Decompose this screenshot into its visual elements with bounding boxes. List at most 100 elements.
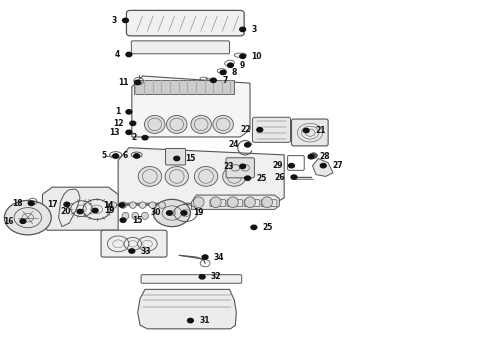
Circle shape [20, 219, 26, 224]
Ellipse shape [195, 167, 218, 186]
Text: 3: 3 [251, 25, 257, 34]
Ellipse shape [165, 167, 189, 186]
Circle shape [122, 18, 128, 23]
Text: 12: 12 [114, 119, 124, 128]
Circle shape [92, 208, 98, 213]
Circle shape [4, 201, 51, 235]
Circle shape [303, 129, 309, 133]
Polygon shape [192, 195, 279, 210]
Text: 16: 16 [3, 217, 14, 226]
Ellipse shape [262, 197, 272, 208]
Text: 27: 27 [332, 161, 343, 170]
Circle shape [64, 202, 70, 207]
Circle shape [240, 27, 245, 32]
Text: 33: 33 [141, 247, 151, 256]
Text: 22: 22 [241, 125, 251, 134]
Circle shape [174, 156, 180, 161]
Ellipse shape [210, 197, 221, 208]
Ellipse shape [227, 197, 238, 208]
Circle shape [320, 163, 326, 168]
Circle shape [134, 154, 140, 158]
Circle shape [199, 275, 205, 279]
Circle shape [210, 78, 216, 82]
Ellipse shape [139, 202, 146, 208]
Circle shape [202, 255, 208, 259]
Ellipse shape [159, 202, 166, 208]
Circle shape [126, 110, 132, 114]
Ellipse shape [122, 212, 129, 220]
FancyBboxPatch shape [134, 80, 234, 94]
Polygon shape [138, 289, 236, 329]
Circle shape [153, 199, 191, 226]
Polygon shape [313, 158, 333, 176]
Polygon shape [43, 187, 118, 230]
Text: 8: 8 [232, 68, 237, 77]
Text: 7: 7 [222, 76, 227, 85]
Circle shape [77, 210, 83, 214]
FancyBboxPatch shape [252, 117, 291, 142]
Circle shape [126, 130, 132, 134]
Text: 5: 5 [102, 152, 107, 161]
Ellipse shape [194, 197, 204, 208]
Text: 29: 29 [272, 161, 283, 170]
Circle shape [245, 143, 250, 147]
Circle shape [289, 163, 294, 168]
Text: 34: 34 [214, 253, 224, 262]
Circle shape [130, 121, 136, 126]
Text: 14: 14 [103, 201, 113, 210]
Ellipse shape [142, 212, 148, 220]
Circle shape [142, 135, 148, 140]
Ellipse shape [129, 202, 136, 208]
FancyBboxPatch shape [292, 119, 328, 146]
Ellipse shape [145, 116, 165, 134]
Circle shape [310, 153, 318, 158]
Ellipse shape [110, 202, 117, 208]
Text: 28: 28 [320, 152, 330, 161]
FancyBboxPatch shape [126, 10, 244, 36]
Circle shape [251, 225, 257, 229]
Polygon shape [118, 148, 284, 203]
Text: 1: 1 [115, 107, 120, 116]
Circle shape [129, 249, 135, 253]
Text: 31: 31 [199, 316, 210, 325]
FancyBboxPatch shape [141, 275, 242, 283]
Circle shape [291, 175, 297, 179]
Circle shape [119, 203, 125, 207]
Ellipse shape [149, 202, 156, 208]
Text: 11: 11 [119, 78, 129, 87]
Text: 15: 15 [132, 216, 142, 225]
Circle shape [181, 211, 187, 215]
Text: 20: 20 [61, 207, 71, 216]
Circle shape [167, 211, 172, 215]
Text: 2: 2 [131, 133, 136, 142]
Text: 17: 17 [48, 200, 58, 209]
Ellipse shape [191, 116, 211, 134]
Text: 18: 18 [12, 199, 23, 208]
Text: 3: 3 [111, 16, 117, 25]
Text: 25: 25 [263, 223, 273, 232]
Circle shape [257, 128, 263, 132]
Circle shape [240, 54, 245, 58]
Polygon shape [132, 76, 250, 137]
Text: 15: 15 [186, 154, 196, 163]
Ellipse shape [132, 212, 139, 220]
Circle shape [220, 70, 226, 75]
Text: 6: 6 [122, 152, 128, 161]
Circle shape [126, 52, 132, 57]
Ellipse shape [222, 167, 246, 186]
Ellipse shape [120, 202, 126, 208]
FancyBboxPatch shape [131, 41, 229, 54]
Text: 21: 21 [315, 126, 325, 135]
Text: 19: 19 [104, 206, 115, 215]
Circle shape [120, 218, 126, 222]
Circle shape [240, 164, 245, 168]
Circle shape [227, 63, 233, 67]
Circle shape [113, 154, 119, 158]
FancyBboxPatch shape [101, 230, 167, 257]
Ellipse shape [167, 116, 187, 134]
FancyBboxPatch shape [166, 148, 186, 165]
Text: 10: 10 [251, 52, 262, 61]
Text: 25: 25 [256, 174, 267, 183]
FancyBboxPatch shape [226, 158, 254, 178]
Text: 4: 4 [115, 50, 120, 59]
